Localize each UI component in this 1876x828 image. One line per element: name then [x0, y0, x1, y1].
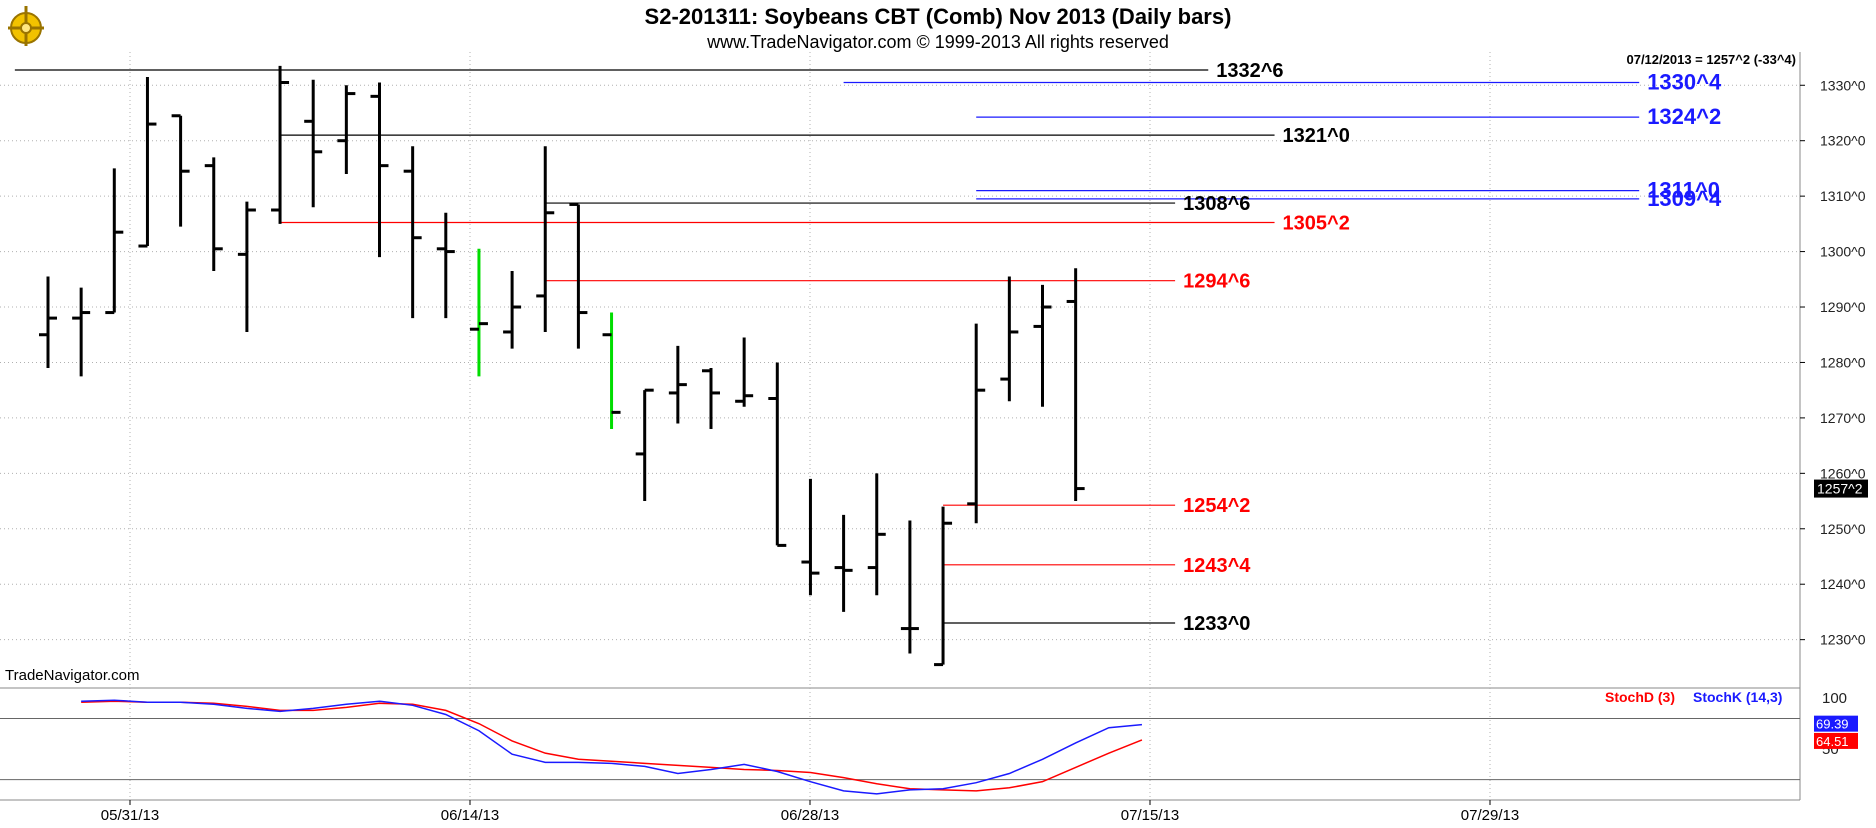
- stochK-value-tag: [1814, 715, 1858, 732]
- y-tick-label: 1250^0: [1820, 521, 1866, 537]
- x-tick-label: 06/14/13: [441, 807, 499, 824]
- ohlc-bar: [602, 312, 621, 429]
- level-label: 1309^4: [1647, 186, 1722, 211]
- tradenavigator-logo: [2, 2, 50, 50]
- last-price-tag-label: 1257^2: [1817, 481, 1863, 497]
- ohlc-bar: [900, 520, 919, 654]
- ohlc-bar: [171, 114, 190, 227]
- ohlc-bar: [403, 146, 422, 319]
- level-label: 1332^6: [1216, 60, 1283, 82]
- level-label: 1243^4: [1183, 555, 1251, 577]
- x-tick-label: 07/29/13: [1461, 807, 1519, 824]
- x-tick-label: 07/15/13: [1121, 807, 1179, 824]
- legend-stochD: StochD (3): [1605, 689, 1675, 705]
- watermark-text: TradeNavigator.com: [5, 667, 140, 684]
- y-tick-label: 1300^0: [1820, 244, 1866, 260]
- ohlc-bar: [105, 168, 124, 315]
- level-label: 1305^2: [1283, 212, 1350, 234]
- y-tick-label: 1260^0: [1820, 465, 1866, 481]
- stochD-value-tag: [1814, 732, 1858, 749]
- axes: 05/31/13 06/14/13 06/28/13 07/15/13 07/29/13…: [101, 77, 1868, 824]
- grid-layer: [0, 52, 1801, 801]
- ohlc-bar: [569, 202, 588, 349]
- level-label: 1233^0: [1183, 613, 1250, 635]
- ohlc-bar: [1033, 284, 1052, 407]
- ohlc-bar: [370, 82, 389, 258]
- ohlc-bar: [834, 514, 853, 612]
- level-label: 1330^4: [1647, 69, 1722, 94]
- ohlc-bar: [436, 212, 455, 319]
- ohlc-bar: [536, 146, 555, 332]
- ohlc-bar: [867, 473, 886, 596]
- y-tick-label: 1240^0: [1820, 576, 1866, 592]
- y-tick-label: 1270^0: [1820, 410, 1866, 426]
- stoch-line: [81, 699, 1143, 795]
- ohlc-bar: [237, 201, 256, 332]
- x-tick-label: 06/28/13: [781, 807, 839, 824]
- ohlc-bar: [204, 157, 223, 271]
- ohlc-bar: [39, 276, 57, 368]
- ohlc-bar: [337, 85, 356, 174]
- y-tick-label: 1280^0: [1820, 354, 1866, 370]
- stoch-line: [81, 700, 1143, 792]
- stochK-value-label: 69.39: [1816, 717, 1849, 732]
- y-tick-label: 1320^0: [1820, 133, 1866, 149]
- ohlc-bar: [503, 270, 522, 349]
- last-price-tag: [1814, 479, 1868, 498]
- ohlc-bar: [469, 248, 488, 377]
- ohlc-bar: [668, 345, 687, 424]
- x-tick-label: 05/31/13: [101, 807, 159, 824]
- ohlc-bar: [304, 79, 323, 208]
- ohlc-bar: [635, 388, 654, 502]
- stoch-y-tick-label: 100: [1822, 690, 1847, 707]
- y-tick-label: 1290^0: [1820, 299, 1866, 315]
- level-label: 1294^6: [1183, 271, 1250, 293]
- ohlc-bar: [768, 362, 787, 547]
- level-label: 1254^2: [1183, 495, 1250, 517]
- level-label: 1308^6: [1183, 193, 1250, 215]
- last-quote-readout: 07/12/2013 = 1257^2 (-33^4): [1626, 52, 1796, 67]
- y-tick-label: 1310^0: [1820, 188, 1866, 204]
- chart-title: S2-201311: Soybeans CBT (Comb) Nov 2013 …: [644, 4, 1232, 29]
- ohlc-bar: [735, 337, 754, 407]
- ohlc-bar: [271, 65, 290, 224]
- ohlc-bar: [702, 368, 720, 429]
- level-label: 1311^0: [1647, 178, 1720, 203]
- ohlc-bar: [967, 323, 986, 524]
- ohlc-bar: [72, 287, 91, 377]
- price-bars: [39, 65, 1085, 667]
- ohlc-bar: [1000, 276, 1019, 402]
- legend-stochK: StochK (14,3): [1693, 689, 1782, 705]
- ohlc-bar: [801, 478, 820, 596]
- y-tick-label: 1330^0: [1820, 77, 1866, 93]
- level-label: 1321^0: [1283, 125, 1350, 147]
- stochD-value-label: 64.51: [1816, 734, 1849, 749]
- y-tick-label: 1230^0: [1820, 632, 1866, 648]
- chart-subtitle: www.TradeNavigator.com © 1999-2013 All r…: [707, 32, 1169, 52]
- ohlc-bar: [1066, 268, 1085, 502]
- ohlc-bar: [138, 76, 157, 248]
- level-label: 1324^2: [1647, 104, 1721, 129]
- ohlc-bar: [934, 506, 953, 667]
